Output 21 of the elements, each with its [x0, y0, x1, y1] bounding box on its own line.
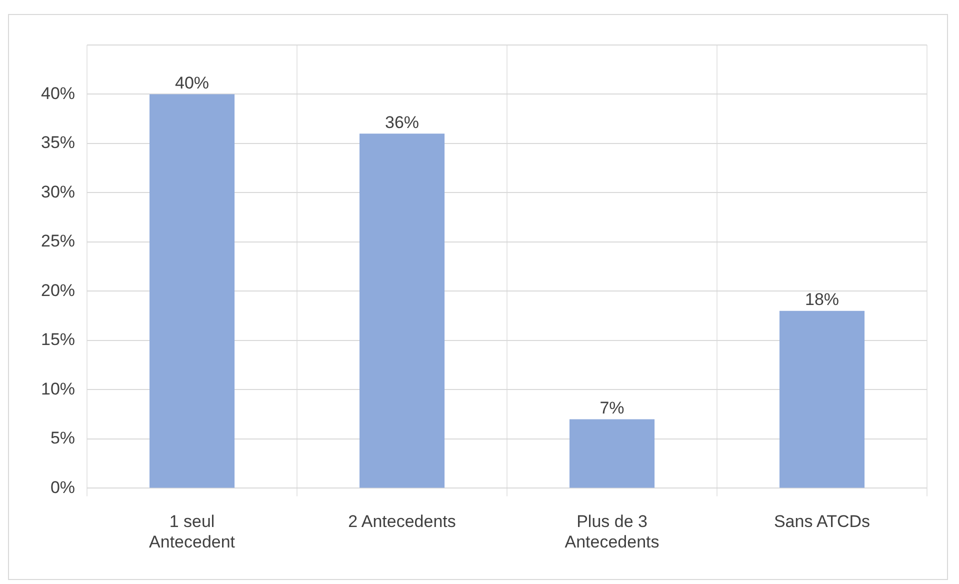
x-tick-label: 1 seul Antecedent — [149, 512, 236, 552]
bar — [359, 134, 445, 488]
y-tick-label: 40% — [40, 84, 76, 103]
data-label: 18% — [804, 290, 840, 310]
x-tick-label: Plus de 3 Antecedents — [564, 512, 660, 552]
data-label: 40% — [175, 73, 210, 92]
y-tick-label: 0% — [50, 478, 76, 497]
bar — [150, 94, 235, 488]
y-tick-label: 20% — [40, 280, 76, 300]
bar — [569, 419, 655, 488]
y-tick-label: 25% — [40, 232, 76, 251]
y-tick-label: 30% — [40, 182, 76, 202]
y-tick-label: 5% — [50, 428, 76, 448]
y-tick-label: 35% — [40, 133, 76, 152]
y-tick-label: 15% — [40, 330, 76, 350]
bar — [779, 310, 865, 488]
x-tick-label: 2 Antecedents — [348, 512, 456, 532]
y-tick-label: 10% — [40, 379, 76, 398]
data-label: 7% — [600, 398, 624, 418]
data-label: 36% — [385, 112, 420, 132]
x-tick-label: Sans ATCDs — [774, 512, 870, 532]
